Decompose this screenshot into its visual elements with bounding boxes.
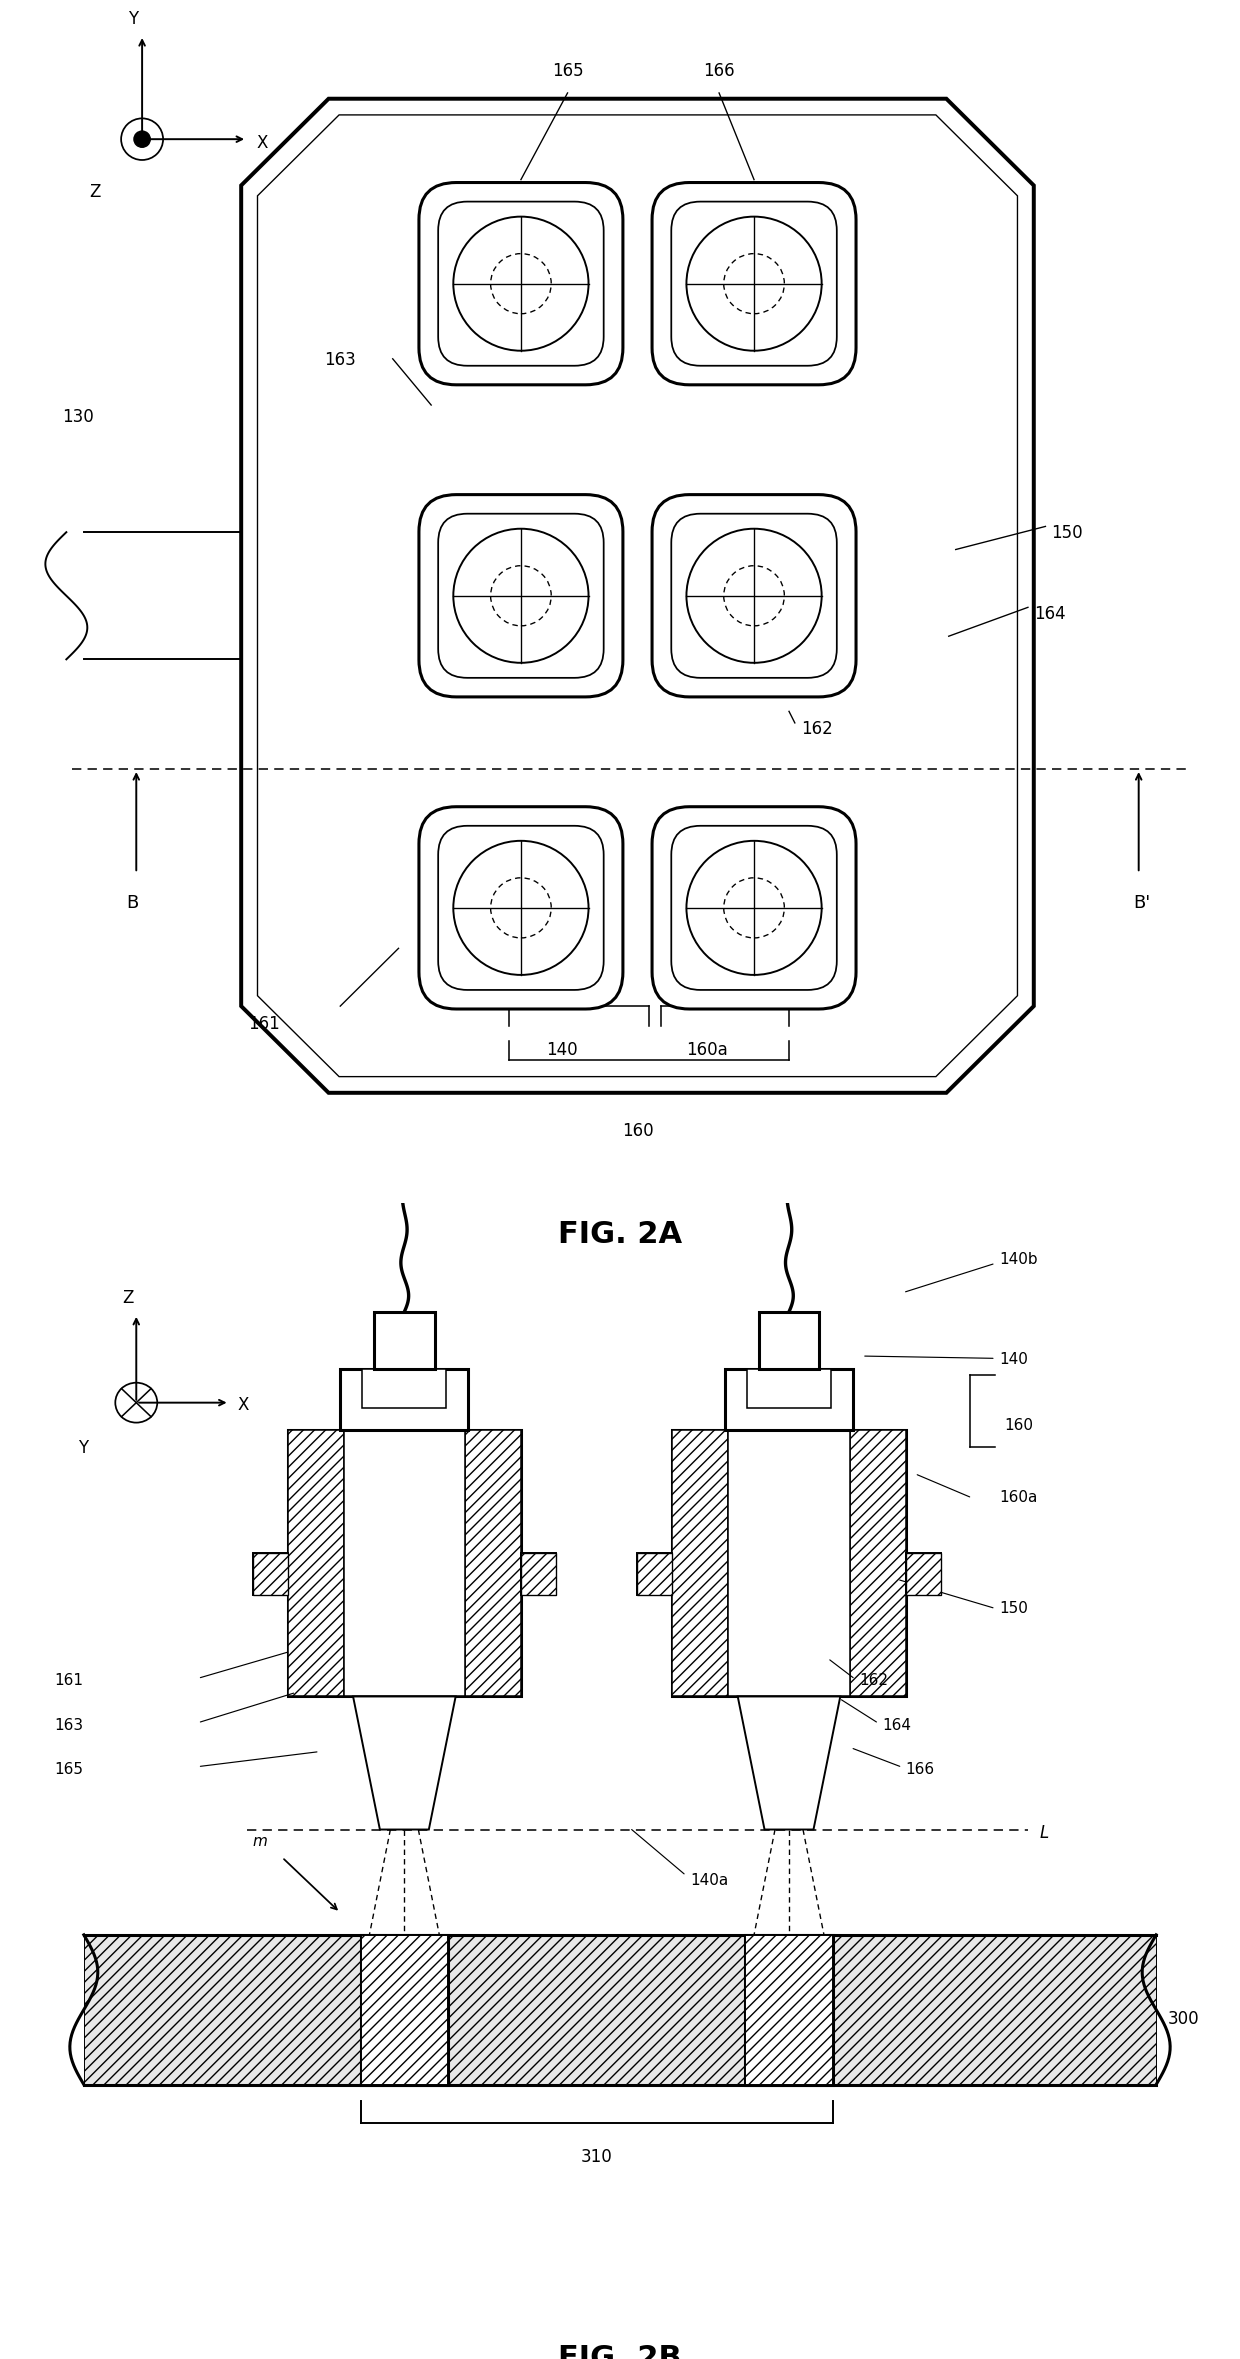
- FancyBboxPatch shape: [652, 807, 856, 1010]
- FancyBboxPatch shape: [419, 182, 622, 385]
- FancyBboxPatch shape: [671, 514, 837, 677]
- Text: Z: Z: [123, 1288, 134, 1307]
- Text: 164: 164: [1034, 604, 1065, 623]
- FancyBboxPatch shape: [419, 495, 622, 696]
- Text: X: X: [238, 1397, 249, 1415]
- FancyBboxPatch shape: [652, 495, 856, 696]
- FancyBboxPatch shape: [419, 807, 622, 1010]
- Text: L: L: [1039, 1824, 1049, 1842]
- FancyBboxPatch shape: [671, 201, 837, 366]
- FancyBboxPatch shape: [438, 514, 604, 677]
- Text: B: B: [126, 894, 139, 913]
- Bar: [672, 1430, 905, 1696]
- Text: 140b: 140b: [999, 1253, 1038, 1267]
- Bar: [746, 1368, 831, 1408]
- Text: Y: Y: [78, 1439, 88, 1456]
- Text: 150: 150: [999, 1602, 1028, 1616]
- Text: 161: 161: [55, 1673, 83, 1689]
- Text: 160a: 160a: [687, 1040, 728, 1059]
- Text: B': B': [1133, 894, 1151, 913]
- Bar: [728, 1430, 849, 1696]
- Bar: [361, 1934, 448, 2085]
- Text: FIG. 2B: FIG. 2B: [558, 2345, 682, 2359]
- Text: FIG. 2A: FIG. 2A: [558, 1220, 682, 1248]
- Text: 166: 166: [703, 61, 735, 80]
- Bar: [672, 1430, 728, 1696]
- Bar: [849, 1430, 905, 1696]
- Bar: [759, 1312, 820, 1368]
- Polygon shape: [242, 99, 1034, 1092]
- Bar: [521, 1552, 556, 1595]
- Text: 163: 163: [55, 1717, 84, 1734]
- Text: X: X: [257, 134, 268, 153]
- FancyBboxPatch shape: [652, 182, 856, 385]
- Text: Z: Z: [89, 184, 100, 201]
- Bar: [288, 1430, 343, 1696]
- Bar: [637, 1552, 672, 1595]
- Text: 160: 160: [621, 1121, 653, 1139]
- Text: 164: 164: [883, 1717, 911, 1734]
- Bar: [340, 1368, 469, 1430]
- Text: 140: 140: [546, 1040, 578, 1059]
- Bar: [745, 1934, 833, 2085]
- Bar: [361, 1934, 448, 2085]
- Text: 160: 160: [1004, 1418, 1034, 1434]
- Text: 163: 163: [325, 351, 356, 368]
- Bar: [374, 1312, 435, 1368]
- Text: 162: 162: [859, 1673, 888, 1689]
- Bar: [253, 1552, 288, 1595]
- Text: 140a: 140a: [689, 1873, 728, 1887]
- Text: 130: 130: [62, 408, 94, 427]
- Text: 150: 150: [1052, 524, 1083, 543]
- FancyBboxPatch shape: [671, 826, 837, 991]
- Text: 162: 162: [801, 719, 832, 738]
- Bar: [745, 1934, 833, 2085]
- Text: 166: 166: [905, 1762, 935, 1776]
- Text: 165: 165: [55, 1762, 83, 1776]
- Text: 310: 310: [580, 2149, 613, 2166]
- Bar: [637, 1552, 672, 1595]
- Text: 300: 300: [1168, 2010, 1199, 2026]
- Text: Y: Y: [128, 9, 138, 28]
- Polygon shape: [738, 1696, 841, 1831]
- Text: 160a: 160a: [999, 1491, 1037, 1505]
- FancyBboxPatch shape: [438, 201, 604, 366]
- Bar: [465, 1430, 521, 1696]
- Bar: [362, 1368, 446, 1408]
- Bar: [253, 1552, 288, 1595]
- Text: 165: 165: [552, 61, 583, 80]
- FancyBboxPatch shape: [438, 826, 604, 991]
- Bar: [343, 1430, 465, 1696]
- Text: m: m: [253, 1835, 268, 1849]
- Bar: [905, 1552, 941, 1595]
- Bar: [725, 1368, 853, 1430]
- Bar: [288, 1430, 521, 1696]
- Bar: [521, 1552, 556, 1595]
- Text: 161: 161: [248, 1014, 280, 1033]
- Polygon shape: [353, 1696, 455, 1831]
- Bar: [905, 1552, 941, 1595]
- Circle shape: [134, 132, 150, 146]
- Bar: [84, 1934, 1156, 2085]
- Text: 140: 140: [999, 1352, 1028, 1366]
